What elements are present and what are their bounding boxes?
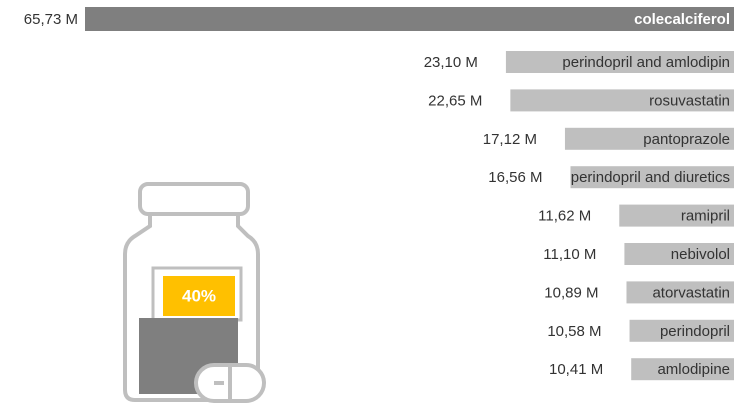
value-label: 10,89 M — [544, 284, 598, 301]
bottle-icon — [123, 182, 260, 402]
bar-label: perindopril and diuretics — [571, 169, 730, 186]
bar-label: ramipril — [681, 208, 730, 225]
bar-label: perindopril and amlodipin — [562, 54, 730, 71]
bar-label: colecalciferol — [634, 11, 730, 28]
pill-icon — [194, 363, 266, 403]
bar — [85, 7, 734, 31]
bar — [624, 243, 734, 265]
bar — [626, 281, 734, 304]
bar-label: perindopril — [660, 323, 730, 340]
bar — [631, 358, 734, 381]
bottle-cap — [138, 182, 250, 216]
bar-label: nebivolol — [671, 246, 730, 263]
bar — [564, 127, 734, 150]
bar-label: atorvastatin — [652, 284, 730, 301]
bar — [629, 319, 734, 342]
bottle-body — [123, 214, 260, 402]
bar-label: amlodipine — [657, 361, 730, 378]
bar-label: pantoprazole — [643, 131, 730, 148]
value-label: 10,58 M — [547, 323, 601, 340]
bar-label: rosuvastatin — [649, 92, 730, 109]
value-label: 11,62 M — [538, 208, 591, 225]
annotation: 40% — [182, 286, 216, 305]
bar — [619, 204, 734, 227]
bar — [505, 51, 734, 73]
value-label: 22,65 M — [428, 92, 482, 109]
value-label: 23,10 M — [424, 54, 478, 71]
value-label: 17,12 M — [483, 131, 537, 148]
value-label: 65,73 M — [24, 11, 78, 28]
value-label: 11,10 M — [543, 246, 596, 263]
annotation-box — [163, 276, 235, 316]
value-label: 10,41 M — [549, 361, 603, 378]
bar — [510, 89, 734, 112]
value-label: 16,56 M — [488, 169, 542, 186]
bar — [570, 166, 734, 189]
